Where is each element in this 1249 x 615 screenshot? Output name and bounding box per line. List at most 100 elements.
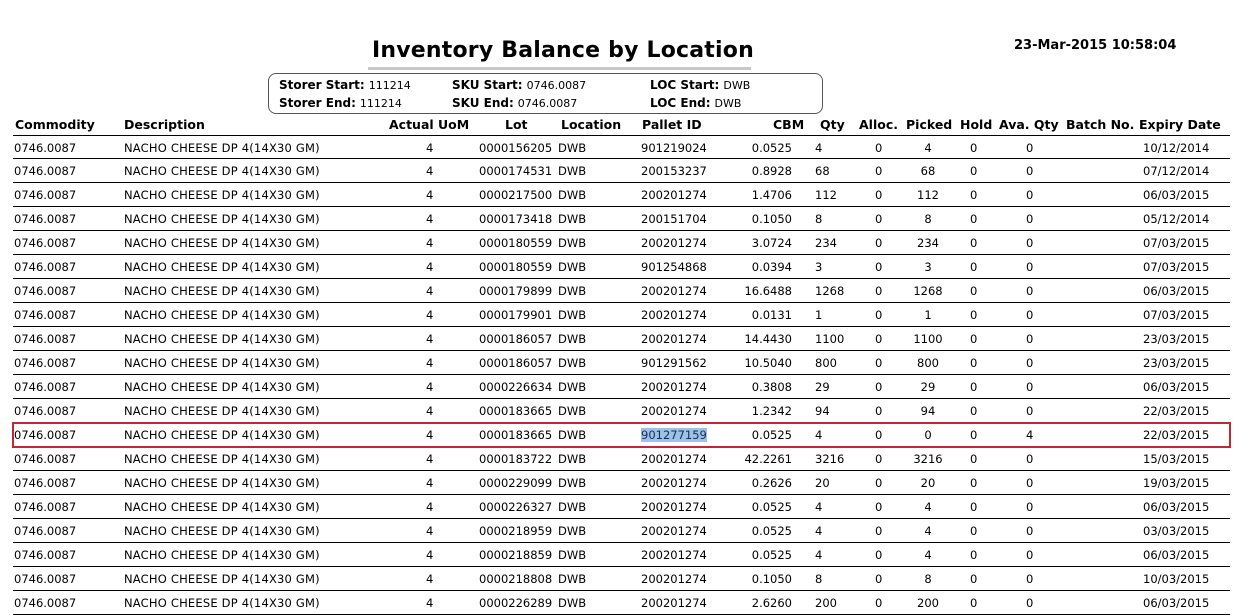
cell-expiry-date: 07/03/2015	[1143, 236, 1210, 250]
cell-qty: 1100	[815, 332, 845, 346]
cell-cbm: 14.4430	[744, 332, 792, 346]
cell-commodity: 0746.0087	[14, 356, 77, 370]
cell-picked: 1	[924, 308, 932, 322]
table-row[interactable]: 0746.0087 NACHO CHEESE DP 4(14X30 GM) 4 000…	[13, 159, 1230, 183]
cell-expiry-date: 23/03/2015	[1143, 332, 1210, 346]
col-ava-qty: Ava. Qty	[999, 117, 1059, 132]
cell-pallet-id: 200201274	[641, 308, 707, 322]
cell-alloc: 0	[875, 452, 883, 466]
cell-picked: 4	[924, 500, 932, 514]
table-row[interactable]: 0746.0087 NACHO CHEESE DP 4(14X30 GM) 4 000…	[13, 183, 1230, 207]
cell-cbm: 0.8928	[751, 164, 792, 178]
cell-description: NACHO CHEESE DP 4(14X30 GM)	[124, 404, 320, 418]
table-row[interactable]: 0746.0087 NACHO CHEESE DP 4(14X30 GM) 4 000…	[13, 543, 1230, 567]
cell-location: DWB	[558, 380, 587, 394]
cell-pallet-id: 200201274	[641, 332, 707, 346]
cell-hold: 0	[970, 188, 978, 202]
cell-ava-qty: 4	[1026, 428, 1034, 442]
cell-hold: 0	[970, 236, 978, 250]
cell-ava-qty: 0	[1026, 380, 1034, 394]
loc-end: LOC End: DWB	[650, 96, 741, 110]
cell-description: NACHO CHEESE DP 4(14X30 GM)	[124, 500, 320, 514]
table-row[interactable]: 0746.0087 NACHO CHEESE DP 4(14X30 GM) 4 000…	[13, 399, 1230, 423]
cell-hold: 0	[970, 141, 978, 155]
table-row-highlighted[interactable]: 0746.0087 NACHO CHEESE DP 4(14X30 GM) 4 000…	[12, 422, 1231, 448]
table-row[interactable]: 0746.0087 NACHO CHEESE DP 4(14X30 GM) 4 000…	[13, 567, 1230, 591]
cell-ava-qty: 0	[1026, 236, 1034, 250]
cell-cbm: 0.0525	[751, 548, 792, 562]
cell-qty: 3	[815, 260, 823, 274]
table-row[interactable]: 0746.0087 NACHO CHEESE DP 4(14X30 GM) 4 000…	[13, 303, 1230, 327]
cell-cbm: 10.5040	[744, 356, 792, 370]
cell-location: DWB	[558, 284, 587, 298]
cell-location: DWB	[558, 404, 587, 418]
col-alloc: Alloc.	[859, 117, 898, 132]
cell-picked: 94	[920, 404, 936, 418]
cell-description: NACHO CHEESE DP 4(14X30 GM)	[124, 596, 320, 610]
cell-uom: 4	[426, 212, 434, 226]
cell-description: NACHO CHEESE DP 4(14X30 GM)	[124, 236, 320, 250]
cell-location: DWB	[558, 141, 587, 155]
report-timestamp: 23-Mar-2015 10:58:04	[1014, 38, 1177, 53]
cell-picked: 200	[917, 596, 939, 610]
cell-picked: 8	[924, 572, 932, 586]
col-qty: Qty	[820, 117, 845, 132]
table-row[interactable]: 0746.0087 NACHO CHEESE DP 4(14X30 GM) 4 000…	[13, 207, 1230, 231]
cell-expiry-date: 06/03/2015	[1143, 548, 1210, 562]
cell-hold: 0	[970, 212, 978, 226]
cell-qty: 4	[815, 428, 823, 442]
cell-pallet-id: 200201274	[641, 380, 707, 394]
table-row[interactable]: 0746.0087 NACHO CHEESE DP 4(14X30 GM) 4 000…	[13, 375, 1230, 399]
cell-description: NACHO CHEESE DP 4(14X30 GM)	[124, 548, 320, 562]
cell-pallet-id: 200151704	[641, 212, 707, 226]
cell-expiry-date: 07/03/2015	[1143, 260, 1210, 274]
cell-qty: 112	[815, 188, 837, 202]
cell-alloc: 0	[875, 332, 883, 346]
cell-ava-qty: 0	[1026, 164, 1034, 178]
loc-end-label: LOC End:	[650, 96, 711, 110]
cell-location: DWB	[558, 500, 587, 514]
cell-pallet-id: 901254868	[641, 260, 707, 274]
cell-description: NACHO CHEESE DP 4(14X30 GM)	[124, 332, 320, 346]
table-row[interactable]: 0746.0087 NACHO CHEESE DP 4(14X30 GM) 4 000…	[13, 255, 1230, 279]
cell-ava-qty: 0	[1026, 356, 1034, 370]
cell-alloc: 0	[875, 428, 883, 442]
cell-pallet-id: 901219024	[641, 141, 707, 155]
cell-uom: 4	[426, 236, 434, 250]
cell-qty: 200	[815, 596, 837, 610]
table-row[interactable]: 0746.0087 NACHO CHEESE DP 4(14X30 GM) 4 000…	[13, 447, 1230, 471]
table-row[interactable]: 0746.0087 NACHO CHEESE DP 4(14X30 GM) 4 000…	[13, 591, 1230, 615]
table-row[interactable]: 0746.0087 NACHO CHEESE DP 4(14X30 GM) 4 000…	[13, 327, 1230, 351]
cell-expiry-date: 06/03/2015	[1143, 380, 1210, 394]
cell-alloc: 0	[875, 596, 883, 610]
cell-cbm: 0.2626	[751, 476, 792, 490]
cell-commodity: 0746.0087	[14, 164, 77, 178]
cell-location: DWB	[558, 356, 587, 370]
cell-qty: 94	[815, 404, 830, 418]
cell-picked: 4	[924, 548, 932, 562]
cell-ava-qty: 0	[1026, 308, 1034, 322]
cell-alloc: 0	[875, 260, 883, 274]
cell-cbm: 3.0724	[751, 236, 792, 250]
cell-uom: 4	[426, 356, 434, 370]
cell-hold: 0	[970, 596, 978, 610]
table-row[interactable]: 0746.0087 NACHO CHEESE DP 4(14X30 GM) 4 000…	[13, 231, 1230, 255]
cell-cbm: 16.6488	[744, 284, 792, 298]
cell-lot: 0000186057	[479, 332, 553, 346]
table-row[interactable]: 0746.0087 NACHO CHEESE DP 4(14X30 GM) 4 000…	[13, 279, 1230, 303]
table-row[interactable]: 0746.0087 NACHO CHEESE DP 4(14X30 GM) 4 000…	[13, 351, 1230, 375]
cell-description: NACHO CHEESE DP 4(14X30 GM)	[124, 260, 320, 274]
cell-picked: 20	[920, 476, 936, 490]
cell-cbm: 0.0525	[751, 141, 792, 155]
sku-end-value: 0746.0087	[517, 97, 578, 110]
table-row[interactable]: 0746.0087 NACHO CHEESE DP 4(14X30 GM) 4 000…	[13, 135, 1230, 159]
cell-lot: 0000183722	[479, 452, 553, 466]
cell-pallet-id: 200201274	[641, 236, 707, 250]
table-row[interactable]: 0746.0087 NACHO CHEESE DP 4(14X30 GM) 4 000…	[13, 471, 1230, 495]
table-row[interactable]: 0746.0087 NACHO CHEESE DP 4(14X30 GM) 4 000…	[13, 495, 1230, 519]
cell-expiry-date: 10/03/2015	[1143, 572, 1210, 586]
table-row[interactable]: 0746.0087 NACHO CHEESE DP 4(14X30 GM) 4 000…	[13, 519, 1230, 543]
cell-location: DWB	[558, 308, 587, 322]
cell-hold: 0	[970, 500, 978, 514]
cell-alloc: 0	[875, 284, 883, 298]
